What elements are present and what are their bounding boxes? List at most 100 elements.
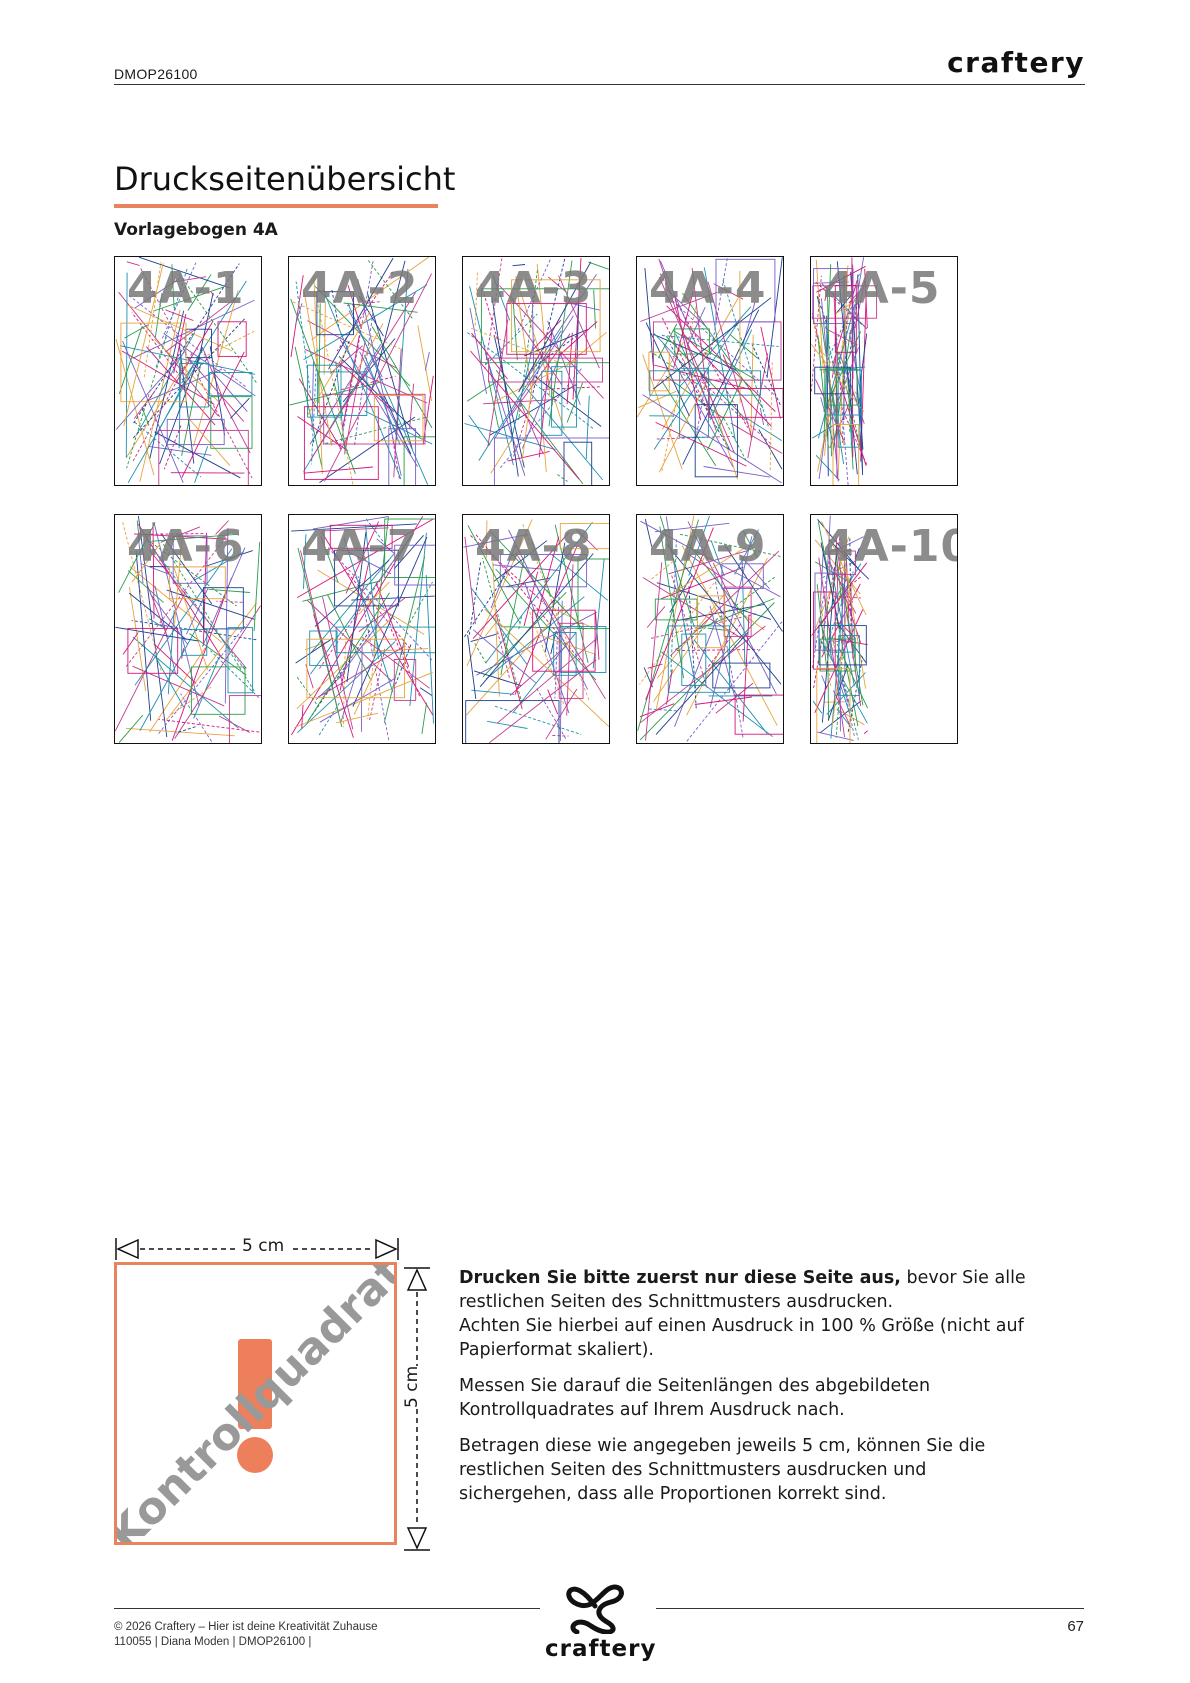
pattern-line xyxy=(127,570,164,603)
pattern-line xyxy=(367,260,413,319)
pattern-line xyxy=(165,309,194,322)
pattern-line xyxy=(826,315,829,477)
pattern-preview xyxy=(115,515,261,743)
pattern-line xyxy=(187,416,231,466)
pattern-piece-outline xyxy=(209,372,253,397)
print-page-thumbnail[interactable]: 4A-5 xyxy=(810,256,958,486)
pattern-line xyxy=(653,607,717,703)
pattern-line xyxy=(173,533,183,627)
pattern-line xyxy=(347,284,362,330)
pattern-line xyxy=(338,595,399,679)
pattern-line xyxy=(836,708,852,729)
pattern-piece-outline xyxy=(816,667,851,743)
print-page-thumbnail[interactable]: 4A-10 xyxy=(810,514,958,744)
pattern-line xyxy=(290,298,356,474)
pattern-piece-outline xyxy=(316,291,354,336)
pattern-line xyxy=(253,541,261,632)
pattern-piece-outline xyxy=(166,418,225,446)
pattern-piece-outline xyxy=(830,624,855,653)
pattern-line xyxy=(652,297,772,390)
footer-divider xyxy=(114,1608,540,1609)
pattern-line xyxy=(655,515,695,711)
pattern-line xyxy=(150,541,237,607)
print-page-thumbnail[interactable]: 4A-1 xyxy=(114,256,262,486)
pattern-line xyxy=(841,320,848,444)
section-subtitle: Vorlagebogen 4A xyxy=(114,220,278,240)
pattern-line xyxy=(343,302,418,313)
pattern-line xyxy=(320,536,339,583)
print-page-thumbnail[interactable]: 4A-4 xyxy=(636,256,784,486)
pattern-piece-outline xyxy=(493,437,609,485)
pattern-line xyxy=(312,340,350,443)
pattern-line xyxy=(311,361,314,431)
pattern-piece-outline xyxy=(551,366,577,428)
pattern-line xyxy=(476,611,597,676)
pattern-line xyxy=(500,368,582,469)
pattern-line xyxy=(419,687,433,696)
pattern-line xyxy=(352,536,428,707)
pattern-line xyxy=(540,634,597,655)
print-page-label: 4A-1 xyxy=(127,263,245,314)
pattern-piece-outline xyxy=(814,572,843,651)
pattern-line xyxy=(665,335,747,421)
pattern-line xyxy=(501,626,588,629)
pattern-line xyxy=(656,582,772,620)
pattern-line xyxy=(811,275,822,392)
pattern-line xyxy=(180,693,212,742)
pattern-line xyxy=(148,618,165,629)
pattern-line xyxy=(307,320,398,369)
pattern-line xyxy=(216,600,243,603)
pattern-line xyxy=(688,515,710,576)
pattern-line xyxy=(122,340,184,483)
pattern-line xyxy=(303,292,333,446)
pattern-preview xyxy=(464,257,609,485)
print-page-thumbnail[interactable]: 4A-6 xyxy=(114,514,262,744)
pattern-line xyxy=(493,540,548,582)
pattern-line xyxy=(518,261,592,393)
pattern-line xyxy=(707,281,753,439)
print-page-thumbnail[interactable]: 4A-9 xyxy=(636,514,784,744)
pattern-line xyxy=(495,369,584,485)
pattern-line xyxy=(849,332,862,398)
pattern-line xyxy=(823,331,862,412)
pattern-line xyxy=(824,571,854,649)
pattern-line xyxy=(848,288,863,304)
pattern-line xyxy=(488,380,499,428)
pattern-line xyxy=(366,292,413,450)
print-page-thumbnail[interactable]: 4A-7 xyxy=(288,514,436,744)
pattern-line xyxy=(470,587,528,665)
pattern-piece-outline xyxy=(393,659,417,701)
pattern-line xyxy=(490,531,585,631)
pattern-line xyxy=(666,669,673,705)
pattern-piece-outline xyxy=(210,396,253,449)
pattern-line xyxy=(851,257,854,458)
pattern-line xyxy=(134,421,202,478)
pattern-line xyxy=(653,317,742,450)
pattern-piece-outline xyxy=(813,268,854,324)
pattern-piece-outline xyxy=(819,638,856,672)
pattern-line xyxy=(149,647,206,733)
pattern-line xyxy=(722,416,747,461)
pattern-line xyxy=(314,559,390,627)
pattern-line xyxy=(468,415,491,446)
pattern-piece-outline xyxy=(559,523,609,550)
pattern-piece-outline xyxy=(307,364,342,418)
pattern-line xyxy=(474,272,478,328)
print-page-thumbnail[interactable]: 4A-8 xyxy=(462,514,610,744)
print-page-thumbnail[interactable]: 4A-2 xyxy=(288,256,436,486)
print-page-label: 4A-8 xyxy=(475,521,593,572)
pattern-line xyxy=(646,606,666,628)
document-code: DMOP26100 xyxy=(114,66,198,82)
pattern-line xyxy=(118,714,144,743)
pattern-line xyxy=(576,528,598,551)
pattern-line xyxy=(173,276,207,283)
pattern-line xyxy=(348,323,384,387)
pattern-piece-outline xyxy=(553,632,577,676)
print-page-thumbnail[interactable]: 4A-3 xyxy=(462,256,610,486)
height-label: 5 cm xyxy=(398,1365,426,1408)
pattern-line xyxy=(832,690,851,726)
pattern-line xyxy=(328,257,394,370)
pattern-line xyxy=(302,580,381,602)
pattern-line xyxy=(347,302,429,485)
pattern-line xyxy=(722,280,770,429)
